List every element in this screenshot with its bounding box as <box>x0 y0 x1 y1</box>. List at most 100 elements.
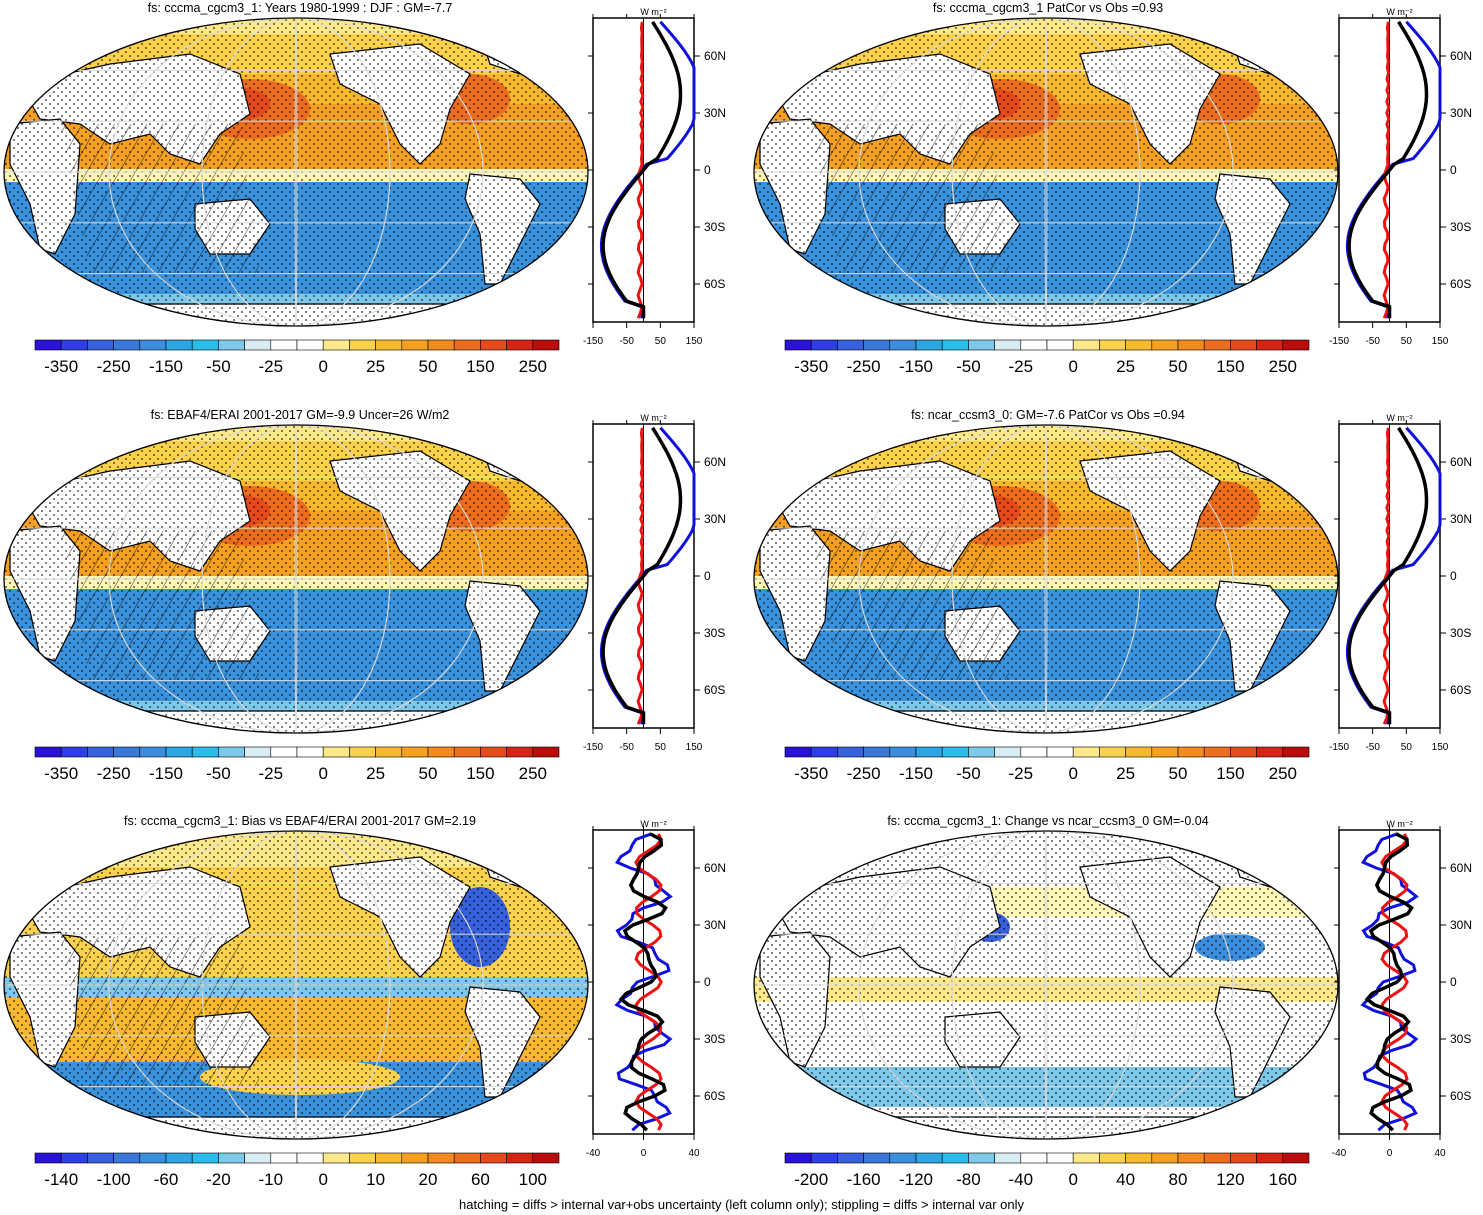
colorbar-swatch <box>139 339 167 351</box>
colorbar-swatch <box>401 746 429 758</box>
profile-black-line <box>601 426 683 725</box>
profile-lat-label: 60S <box>704 1089 725 1103</box>
colorbar-label: 0 <box>1068 764 1077 783</box>
profile-lat-label: 30N <box>704 512 726 526</box>
colorbar-label: -120 <box>899 1170 933 1189</box>
colorbar-swatch <box>784 746 812 758</box>
profile-x-label: 150 <box>686 742 703 753</box>
colorbar-swatch <box>218 746 245 758</box>
profile-lat-label: 30S <box>704 220 725 234</box>
colorbar-swatch <box>1046 339 1074 351</box>
profile-lat-label: 60N <box>704 861 726 875</box>
colorbar-label: -250 <box>97 764 131 783</box>
profile-unit-label: W m⁻² <box>1386 413 1412 423</box>
profile-lat-label: 30S <box>1450 1032 1471 1046</box>
profile-x-label: -50 <box>619 336 634 347</box>
colorbar-swatch <box>244 746 272 758</box>
colorbar-swatch <box>270 746 298 758</box>
colorbar-label: 250 <box>1269 764 1297 783</box>
profile-lat-label: 0 <box>704 569 711 583</box>
colorbar-swatch <box>191 1152 219 1164</box>
colorbar-swatch <box>296 339 324 351</box>
colorbar-swatch <box>401 339 429 351</box>
profile-x-label: 50 <box>655 742 667 753</box>
colorbar-swatch <box>453 1152 481 1164</box>
colorbar-swatch <box>1151 746 1179 758</box>
profile-x-label: -40 <box>1332 1148 1347 1159</box>
colorbar-swatch <box>1020 339 1048 351</box>
colorbar-swatch <box>1177 339 1205 351</box>
profile-lat-label: 60N <box>704 455 726 469</box>
colorbar-swatch <box>1072 339 1100 351</box>
profile-unit-label: W m⁻² <box>1386 819 1412 829</box>
profile-lat-label: 30N <box>704 106 726 120</box>
colorbar-label: -250 <box>847 764 881 783</box>
colorbar-label: 120 <box>1216 1170 1244 1189</box>
profile-lat-label: 30S <box>704 626 725 640</box>
colorbar-swatch <box>863 339 891 351</box>
colorbar-swatch <box>375 1152 403 1164</box>
colorbar-swatch <box>784 339 812 351</box>
panel-1-map <box>3 17 589 327</box>
profile-blue-line <box>599 20 696 319</box>
profile-x-label: -50 <box>1365 742 1380 753</box>
colorbar-swatch <box>165 746 193 758</box>
colorbar-label: -250 <box>97 357 131 376</box>
profile-x-label: -150 <box>1329 336 1349 347</box>
colorbar-swatch <box>837 339 864 351</box>
colorbar-swatch <box>191 339 219 351</box>
colorbar-swatch <box>113 1152 141 1164</box>
colorbar-swatch <box>941 339 969 351</box>
colorbar-swatch <box>1020 746 1048 758</box>
colorbar-swatch <box>810 746 838 758</box>
colorbar-swatch <box>968 339 995 351</box>
panel-4-title: fs: ncar_ccsm3_0: GM=-7.6 PatCor vs Obs … <box>911 408 1185 422</box>
colorbar-label: -40 <box>1009 1170 1034 1189</box>
profile-black-line <box>618 832 668 1132</box>
colorbar-swatch <box>863 746 891 758</box>
colorbar-swatch <box>1230 1152 1257 1164</box>
colorbar-label: -350 <box>794 764 828 783</box>
profile-x-label: 40 <box>688 1148 700 1159</box>
colorbar-label: -350 <box>794 357 828 376</box>
colorbar-swatch <box>375 746 403 758</box>
panel-2-map <box>753 17 1339 327</box>
colorbar-swatch <box>34 1152 62 1164</box>
colorbar-swatch <box>1046 746 1074 758</box>
colorbar-label: -25 <box>1009 764 1034 783</box>
colorbar-swatch <box>453 746 481 758</box>
colorbar-swatch <box>375 339 403 351</box>
colorbar-swatch <box>296 1152 324 1164</box>
colorbar-swatch <box>1151 1152 1179 1164</box>
colorbar-label: 25 <box>1116 764 1135 783</box>
colorbar-swatch <box>1282 746 1310 758</box>
colorbar-label: -150 <box>149 764 183 783</box>
colorbar-swatch <box>113 746 141 758</box>
colorbar-label: -50 <box>956 357 981 376</box>
colorbar-label: -350 <box>44 764 78 783</box>
profile-lat-label: 60S <box>704 277 725 291</box>
colorbar-swatch <box>506 339 534 351</box>
profile-black-line <box>601 20 683 319</box>
profile-red-line <box>1382 427 1391 725</box>
colorbar-swatch <box>1203 746 1231 758</box>
colorbar-swatch <box>1203 1152 1231 1164</box>
colorbar-label: 100 <box>519 1170 547 1189</box>
profile-x-label: -50 <box>619 742 634 753</box>
colorbar-swatch <box>1256 339 1284 351</box>
profile-x-label: -40 <box>586 1148 601 1159</box>
panel-3-title: fs: EBAF4/ERAI 2001-2017 GM=-9.9 Uncer=2… <box>150 408 450 422</box>
colorbar-swatch <box>532 1152 560 1164</box>
colorbar-label: 250 <box>519 357 547 376</box>
colorbar-swatch <box>244 1152 272 1164</box>
colorbar-label: -20 <box>206 1170 231 1189</box>
profile-unit-label: W m⁻² <box>640 7 666 17</box>
profile-lat-label: 0 <box>1450 569 1457 583</box>
colorbar-swatch <box>1125 746 1153 758</box>
colorbar-swatch <box>1151 339 1179 351</box>
panel-3-map <box>3 424 589 734</box>
profile-lat-label: 0 <box>704 975 711 989</box>
profile-x-label: -150 <box>1329 742 1349 753</box>
colorbar-swatch <box>506 746 534 758</box>
profile-black-line <box>1364 832 1414 1132</box>
